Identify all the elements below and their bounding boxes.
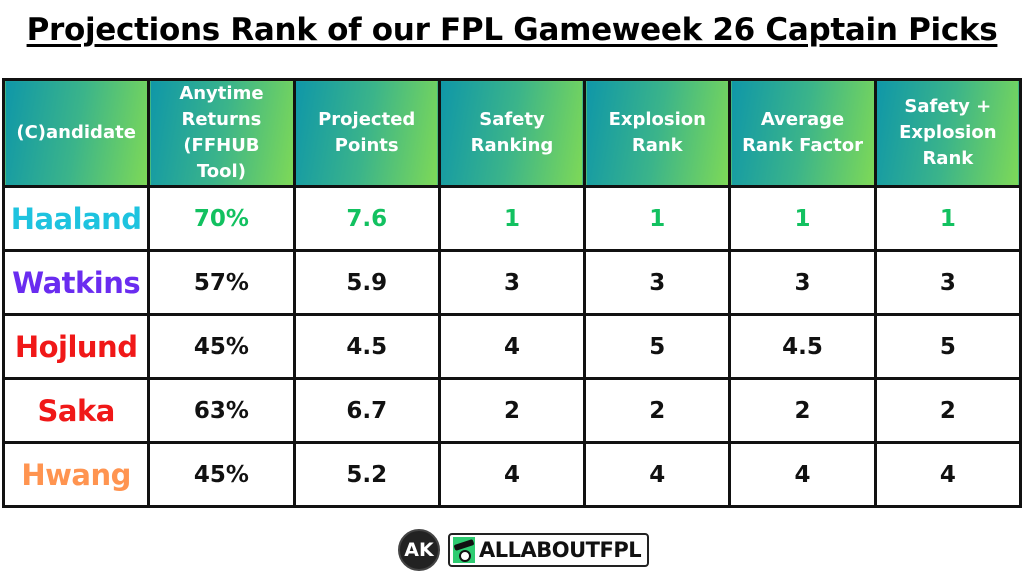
cell-safety-ranking: 1 [437,185,587,252]
captain-picks-table: (C)andidate Anytime Returns (FFHUB Tool)… [1,78,1023,508]
cell-average-rank-factor: 1 [728,185,877,252]
cell-safety-ranking: 4 [437,313,587,380]
cell-projected-points: 7.6 [292,185,441,252]
header-safety-ranking: Safety Ranking [437,78,587,188]
header-average-rank-factor: Average Rank Factor [728,78,877,188]
cell-anytime-returns: 45% [147,313,296,380]
cell-projected-points: 5.2 [292,441,441,508]
header-projected-points: Projected Points [292,78,441,188]
table-row: Hojlund 45% 4.5 4 5 4.5 5 [1,313,1023,380]
table-row: Haaland 70% 7.6 1 1 1 1 [1,185,1023,252]
cell-explosion-rank: 1 [583,185,732,252]
cell-safety-ranking: 2 [437,377,587,444]
table-row: Saka 63% 6.7 2 2 2 2 [1,377,1023,444]
header-row: (C)andidate Anytime Returns (FFHUB Tool)… [1,78,1023,188]
cell-average-rank-factor: 2 [728,377,877,444]
cell-projected-points: 4.5 [292,313,441,380]
ak-logo: AK [398,529,440,571]
cell-safety-explosion-rank: 4 [873,441,1023,508]
cell-anytime-returns: 63% [147,377,296,444]
brand-text: ALLABOUTFPL [479,538,642,562]
cell-anytime-returns: 57% [147,249,296,316]
header-anytime-returns: Anytime Returns (FFHUB Tool) [147,78,296,188]
cell-explosion-rank: 2 [583,377,732,444]
cell-explosion-rank: 4 [583,441,732,508]
cell-candidate-name: Hwang [1,441,151,508]
allaboutfpl-logo: ALLABOUTFPL [448,533,650,567]
cell-average-rank-factor: 3 [728,249,877,316]
cell-explosion-rank: 5 [583,313,732,380]
table-row: Hwang 45% 5.2 4 4 4 4 [1,441,1023,508]
cell-candidate-name: Hojlund [1,313,151,380]
cell-anytime-returns: 45% [147,441,296,508]
header-safety-explosion-rank: Safety + Explosion Rank [873,78,1023,188]
cell-safety-ranking: 3 [437,249,587,316]
table-row: Watkins 57% 5.9 3 3 3 3 [1,249,1023,316]
cell-safety-explosion-rank: 3 [873,249,1023,316]
cell-projected-points: 6.7 [292,377,441,444]
cell-anytime-returns: 70% [147,185,296,252]
cell-candidate-name: Haaland [1,185,151,252]
cell-safety-explosion-rank: 1 [873,185,1023,252]
cell-average-rank-factor: 4.5 [728,313,877,380]
cell-candidate-name: Saka [1,377,151,444]
cell-candidate-name: Watkins [1,249,151,316]
header-explosion-rank: Explosion Rank [583,78,732,188]
cell-explosion-rank: 3 [583,249,732,316]
cell-safety-ranking: 4 [437,441,587,508]
cell-projected-points: 5.9 [292,249,441,316]
football-boot-icon [453,537,475,563]
footer-logos: AK ALLABOUTFPL [398,529,650,571]
cell-average-rank-factor: 4 [728,441,877,508]
cell-safety-explosion-rank: 5 [873,313,1023,380]
header-candidate: (C)andidate [1,78,151,188]
cell-safety-explosion-rank: 2 [873,377,1023,444]
page-title: Projections Rank of our FPL Gameweek 26 … [26,12,998,48]
